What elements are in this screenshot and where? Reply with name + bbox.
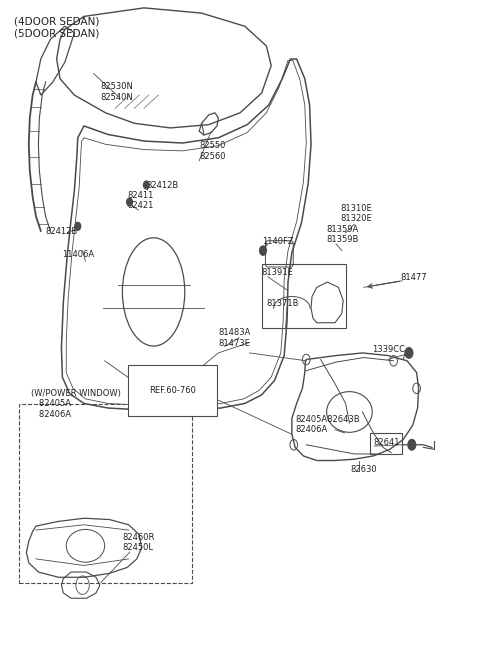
Circle shape (144, 181, 149, 189)
Text: 81477: 81477 (401, 273, 427, 282)
Circle shape (260, 246, 266, 255)
Circle shape (75, 222, 81, 230)
Text: 1339CC: 1339CC (372, 345, 405, 354)
Text: REF.60-760: REF.60-760 (149, 386, 196, 395)
Text: 82460R
82450L: 82460R 82450L (122, 533, 155, 552)
Text: 81371B: 81371B (266, 299, 299, 308)
Text: 82550
82560: 82550 82560 (199, 141, 226, 161)
Text: 82411
82421: 82411 82421 (127, 190, 154, 210)
Circle shape (127, 198, 132, 206)
Text: 81483A
81473E: 81483A 81473E (218, 328, 251, 348)
Circle shape (408, 440, 416, 450)
Text: 82412B: 82412B (46, 227, 78, 236)
Text: 82412B: 82412B (146, 181, 179, 190)
Text: 81391E: 81391E (262, 268, 293, 277)
Text: 82530N
82540N: 82530N 82540N (101, 82, 133, 102)
Text: 81310E
81320E: 81310E 81320E (341, 203, 372, 223)
Text: 11406A: 11406A (62, 250, 95, 259)
Bar (370, 433, 402, 454)
Text: (4DOOR SEDAN)
(5DOOR SEDAN): (4DOOR SEDAN) (5DOOR SEDAN) (14, 16, 100, 38)
Text: (W/POWER WINDOW)
   82405A
   82406A: (W/POWER WINDOW) 82405A 82406A (31, 389, 121, 419)
Text: 1140FZ: 1140FZ (262, 237, 293, 246)
Bar (19, 404, 192, 583)
Text: 82405A82643B
82406A: 82405A82643B 82406A (295, 415, 360, 434)
Bar (262, 264, 346, 328)
Text: 81359A
81359B: 81359A 81359B (326, 224, 359, 244)
Text: 82630: 82630 (350, 464, 377, 474)
Text: 82641: 82641 (373, 438, 400, 447)
Circle shape (405, 348, 413, 358)
